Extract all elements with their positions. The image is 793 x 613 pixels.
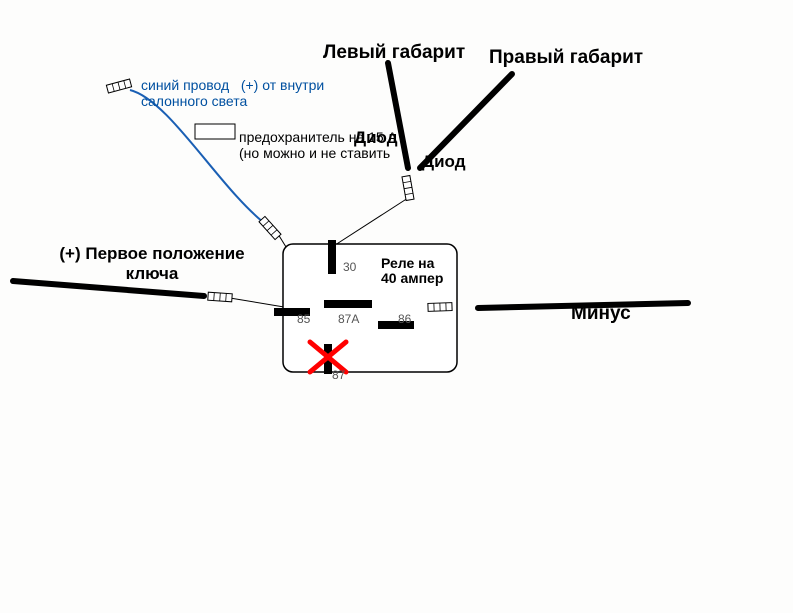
label-fuse: предохранитель на 15 А (но можно и не ст… [239, 129, 397, 161]
pin-label-87: 87 [332, 368, 345, 382]
label-left-gabarit: Левый габарит [323, 42, 465, 64]
label-first-pos: (+) Первое положение ключа [52, 244, 252, 284]
connector-left-relay [208, 292, 232, 302]
pin-label-87a: 87A [338, 312, 359, 326]
connector-top-relay [402, 175, 414, 200]
label-blue-wire: синий провод (+) от внутри салонного све… [141, 77, 324, 109]
pin-label-86: 86 [398, 312, 411, 326]
diagram-canvas [0, 0, 793, 613]
connector-right-relay [428, 303, 452, 312]
connector-blue-end [106, 79, 131, 93]
pin-87a [324, 300, 372, 308]
fuse-box [195, 124, 235, 139]
pin-label-85: 85 [297, 312, 310, 326]
pin-label-30: 30 [343, 260, 356, 274]
connector-blue-relay [259, 216, 281, 239]
label-minus: Минус [571, 303, 631, 325]
thin-wire-30 [332, 198, 408, 247]
label-relay-title: Реле на 40 ампер [381, 256, 443, 287]
thin-wire-85 [230, 298, 290, 308]
label-right-gabarit: Правый габарит [489, 47, 643, 69]
pin-30 [328, 240, 336, 274]
label-diode-right: Диод [422, 152, 466, 172]
